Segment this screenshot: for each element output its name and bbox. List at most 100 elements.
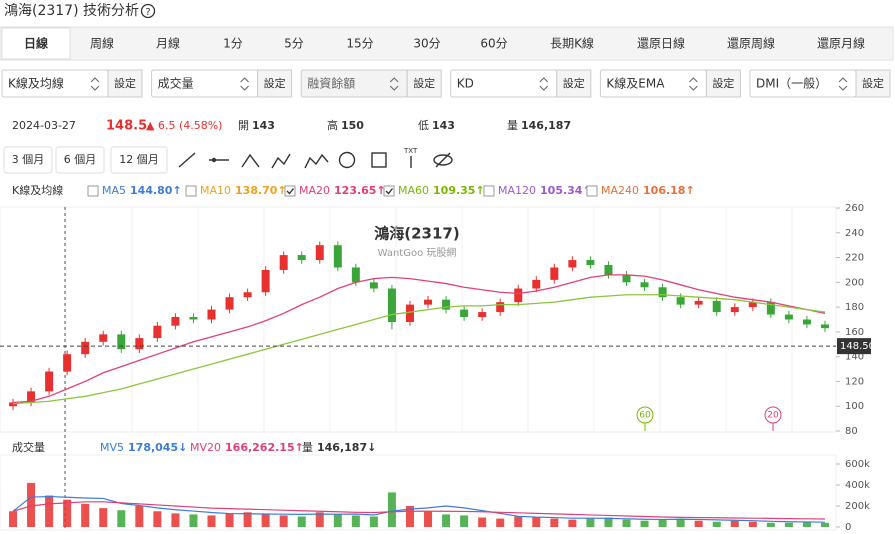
range-button[interactable] xyxy=(110,146,168,174)
legend-name: MA20 xyxy=(299,184,330,197)
volume-bar xyxy=(261,514,270,527)
volume-bar xyxy=(712,521,721,527)
tab[interactable]: 1分 xyxy=(223,37,243,51)
y-tick-label: 160 xyxy=(845,327,864,338)
candle-body xyxy=(424,299,433,305)
check xyxy=(385,188,394,195)
volume-bar xyxy=(568,519,577,527)
checkbox[interactable] xyxy=(185,185,197,197)
range-text: 12 個月 xyxy=(119,153,159,166)
price-tag xyxy=(837,338,871,355)
legend-name: MA60 xyxy=(398,184,429,197)
tab[interactable]: 60分 xyxy=(480,37,507,51)
candle-body xyxy=(730,307,739,313)
y-tick-label: 400k xyxy=(845,480,870,491)
volume-bar xyxy=(171,513,180,527)
volume-bar xyxy=(586,518,595,527)
y-tick-label: 260 xyxy=(845,203,864,214)
checkbox[interactable] xyxy=(586,185,598,197)
help-icon[interactable] xyxy=(140,3,156,19)
legend-value: 178,045↓ xyxy=(128,441,187,454)
tab[interactable]: 5分 xyxy=(284,37,304,51)
tab[interactable]: 還原月線 xyxy=(817,36,865,51)
candle-body xyxy=(694,300,703,305)
volume-bar xyxy=(189,514,198,527)
select-arrow xyxy=(240,77,249,91)
tab-active xyxy=(1,27,71,60)
legend-value: 146,187↓ xyxy=(317,441,376,454)
setting-text: 設定 xyxy=(712,76,734,90)
info-value: 143 xyxy=(432,119,455,132)
candle-body xyxy=(405,304,414,322)
candle-body xyxy=(171,317,180,326)
info-label: 高 xyxy=(327,118,338,132)
range-text: 3 個月 xyxy=(12,153,45,166)
candle-body xyxy=(658,287,667,298)
candle-body xyxy=(225,297,234,310)
select-arrow xyxy=(539,77,549,91)
volume-bar xyxy=(99,508,108,527)
legend-value: 144.80↑ xyxy=(130,184,182,197)
volume-bar xyxy=(658,519,667,527)
tab[interactable]: 月線 xyxy=(156,36,180,51)
setting-text: 設定 xyxy=(264,76,286,90)
candle-body xyxy=(532,279,541,289)
tab[interactable]: 長期K線 xyxy=(550,36,594,51)
candle-body xyxy=(153,325,162,339)
info-value: 150 xyxy=(341,119,364,132)
volume-bar xyxy=(369,516,378,527)
marker-text: 60 xyxy=(639,411,651,421)
setting-button[interactable] xyxy=(257,69,293,98)
setting-button[interactable] xyxy=(107,69,143,98)
tab[interactable]: 還原周線 xyxy=(727,36,775,51)
setting-button[interactable] xyxy=(406,69,442,98)
select-label: 成交量 xyxy=(158,76,194,91)
volume-bar xyxy=(243,512,252,527)
setting-button[interactable] xyxy=(705,69,741,98)
setting-button[interactable] xyxy=(855,69,891,98)
candle-body xyxy=(442,299,451,310)
tab[interactable]: 周線 xyxy=(90,36,114,51)
volume-bar xyxy=(207,515,216,527)
select-arrow xyxy=(689,77,698,91)
txt-icon: TXT xyxy=(403,147,418,155)
candle-body xyxy=(117,334,126,350)
checkbox[interactable] xyxy=(483,185,495,197)
info-label: 低 xyxy=(418,119,429,132)
candle-body xyxy=(586,260,595,265)
volume-bar xyxy=(135,506,144,527)
legend-name: 量 xyxy=(302,441,313,454)
candle-body xyxy=(748,302,757,308)
volume-bar xyxy=(820,522,829,527)
check xyxy=(286,188,295,195)
y-tick-label: 200 xyxy=(845,277,864,288)
chart-subtitle: WantGoo 玩股網 xyxy=(378,246,457,259)
tab[interactable]: 日線 xyxy=(24,36,48,51)
tool-icons xyxy=(178,151,453,169)
info-label: 量 xyxy=(507,119,518,132)
candle-body xyxy=(712,300,721,313)
setting-button[interactable] xyxy=(556,69,592,98)
tab[interactable]: 15分 xyxy=(346,37,373,51)
mv-line xyxy=(12,501,825,520)
range-button[interactable] xyxy=(55,146,105,174)
price-plot xyxy=(0,206,837,433)
volume-bar xyxy=(730,520,739,527)
volume-bar xyxy=(622,519,631,527)
checkbox[interactable] xyxy=(284,185,296,197)
tab[interactable]: 30分 xyxy=(413,37,440,51)
volume-bar xyxy=(784,522,793,527)
volume-bar xyxy=(514,516,523,527)
candle-body xyxy=(81,341,90,355)
volume-bar xyxy=(405,506,414,527)
tab-bar xyxy=(0,26,894,61)
checkbox[interactable] xyxy=(87,185,99,197)
volume-bar xyxy=(532,517,541,527)
volume-bar xyxy=(424,511,433,527)
tab[interactable]: 還原日線 xyxy=(637,36,685,51)
range-button[interactable] xyxy=(3,146,53,174)
checkbox[interactable] xyxy=(383,185,395,197)
volume-bar xyxy=(748,521,757,527)
y-tick-label: 140 xyxy=(845,352,864,363)
y-tick-label: 80 xyxy=(845,426,858,437)
